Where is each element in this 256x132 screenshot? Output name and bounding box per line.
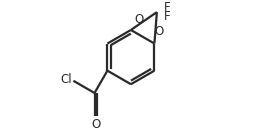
Text: O: O [91, 118, 100, 131]
Text: O: O [134, 13, 143, 27]
Text: O: O [155, 25, 164, 38]
Text: F: F [164, 10, 170, 23]
Text: Cl: Cl [61, 73, 72, 86]
Text: F: F [164, 1, 170, 14]
